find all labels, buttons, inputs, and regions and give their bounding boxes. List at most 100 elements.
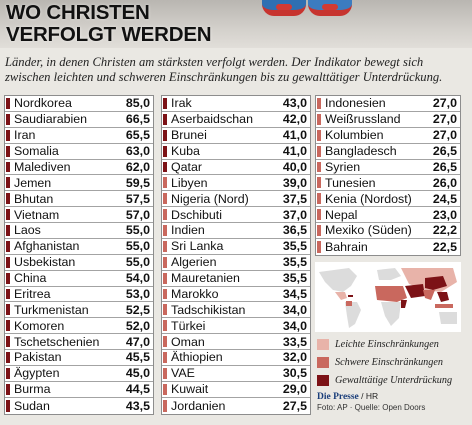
brand-logo: Die Presse — [317, 392, 359, 402]
country-value: 34,0 — [282, 318, 307, 333]
level-bar — [163, 399, 167, 412]
ranking-row: Äthiopien 32,0 — [162, 350, 310, 366]
ranking-row: Tadschikistan 34,0 — [162, 302, 310, 319]
ranking-row: Iran 65,5 — [5, 128, 153, 144]
shoe-strap-right — [322, 4, 338, 10]
country-value: 23,0 — [432, 207, 457, 222]
country-value: 27,5 — [282, 398, 307, 413]
level-bar — [6, 320, 10, 332]
ranking-row: Jemen 59,5 — [5, 175, 153, 192]
country-value: 52,0 — [125, 318, 150, 333]
subtitle: Länder, in denen Christen am stärksten v… — [5, 55, 443, 84]
level-bar — [163, 145, 167, 157]
level-bar — [163, 113, 167, 125]
ranking-row: Kuwait 29,0 — [162, 382, 310, 398]
ranking-row: Dschibuti 37,0 — [162, 207, 310, 223]
level-bar — [6, 177, 10, 189]
level-bar — [317, 240, 321, 253]
country-name: Burma — [14, 382, 51, 397]
map-south-asia — [423, 290, 435, 300]
level-bar — [317, 161, 321, 173]
country-name: Jordanien — [171, 398, 226, 413]
legend-label-schwer: Schwere Einschränkungen — [335, 356, 443, 368]
ranking-row: Qatar 40,0 — [162, 160, 310, 176]
country-name: Kenia (Nordost) — [325, 191, 412, 206]
country-name: Pakistan — [14, 350, 62, 365]
country-name: Türkei — [171, 318, 206, 333]
country-value: 55,0 — [125, 223, 150, 238]
country-name: Tschetschenien — [14, 334, 100, 349]
country-value: 62,0 — [125, 159, 150, 174]
ranking-row: Irak 43,0 — [162, 96, 310, 112]
country-name: Algerien — [171, 255, 217, 270]
level-bar — [6, 145, 10, 157]
map-north-america — [319, 268, 357, 292]
ranking-row: Sri Lanka 35,5 — [162, 239, 310, 255]
level-bar — [6, 336, 10, 347]
level-bar — [6, 98, 10, 109]
ranking-row: Bangladesch 26,5 — [316, 144, 460, 160]
country-value: 57,5 — [125, 191, 150, 206]
country-value: 35,5 — [282, 271, 307, 286]
map-south-africa — [381, 302, 401, 326]
country-name: Vietnam — [14, 207, 60, 222]
country-name: Weißrussland — [325, 112, 401, 127]
ranking-row: Eritrea 53,0 — [5, 287, 153, 303]
ranking-row: Tunesien 26,0 — [316, 175, 460, 192]
level-bar — [163, 161, 167, 173]
level-bar — [163, 367, 167, 379]
country-name: Marokko — [171, 286, 219, 301]
map-middle-east — [405, 284, 425, 298]
map-australia — [439, 312, 457, 324]
legend-leicht: Leichte Einschränkungen — [317, 337, 439, 351]
level-bar — [163, 256, 167, 268]
country-value: 52,5 — [125, 302, 150, 317]
level-bar — [6, 304, 10, 316]
level-bar — [6, 193, 10, 205]
country-value: 33,5 — [282, 334, 307, 349]
ranking-row: Türkei 34,0 — [162, 318, 310, 335]
country-name: China — [14, 271, 47, 286]
country-name: Kuba — [171, 144, 200, 159]
country-value: 22,2 — [432, 223, 457, 238]
level-bar — [317, 193, 321, 205]
ranking-row: VAE 30,5 — [162, 366, 310, 382]
ranking-row: Kenia (Nordost) 24,5 — [316, 191, 460, 208]
level-bar — [317, 129, 321, 141]
country-name: Iran — [14, 128, 36, 143]
country-value: 26,5 — [432, 159, 457, 174]
country-value: 35,5 — [282, 239, 307, 254]
country-value: 27,0 — [432, 112, 457, 127]
ranking-row: Afghanistan 55,0 — [5, 239, 153, 255]
country-value: 42,0 — [282, 112, 307, 127]
level-bar — [163, 240, 167, 252]
legend-swatch-gewalt — [317, 374, 329, 386]
country-value: 55,0 — [125, 239, 150, 254]
title-line-2: VERFOLGT WERDEN — [6, 23, 212, 46]
country-value: 44,5 — [125, 382, 150, 397]
country-name: Äthiopien — [171, 350, 223, 365]
country-name: Tadschikistan — [171, 302, 246, 317]
country-name: Mexiko (Süden) — [325, 223, 412, 238]
level-bar — [6, 256, 10, 268]
level-bar — [163, 225, 167, 236]
country-name: Kuwait — [171, 382, 209, 397]
map-colombia — [346, 301, 352, 306]
country-value: 30,5 — [282, 366, 307, 381]
map-southeast-asia — [437, 292, 449, 302]
country-value: 63,0 — [125, 144, 150, 159]
country-value: 36,5 — [282, 223, 307, 238]
ranking-row: Sudan 43,5 — [5, 398, 153, 414]
country-name: Kolumbien — [325, 128, 384, 143]
header-photo — [0, 0, 472, 48]
country-value: 29,0 — [282, 382, 307, 397]
country-name: Syrien — [325, 159, 361, 174]
ranking-row: Nepal 23,0 — [316, 207, 460, 223]
ranking-row: Ägypten 45,0 — [5, 366, 153, 382]
country-name: Eritrea — [14, 286, 51, 301]
ranking-row: Pakistan 45,5 — [5, 350, 153, 366]
level-bar — [6, 240, 10, 252]
level-bar — [6, 161, 10, 173]
country-name: Brunei — [171, 128, 207, 143]
ranking-row: China 54,0 — [5, 271, 153, 287]
